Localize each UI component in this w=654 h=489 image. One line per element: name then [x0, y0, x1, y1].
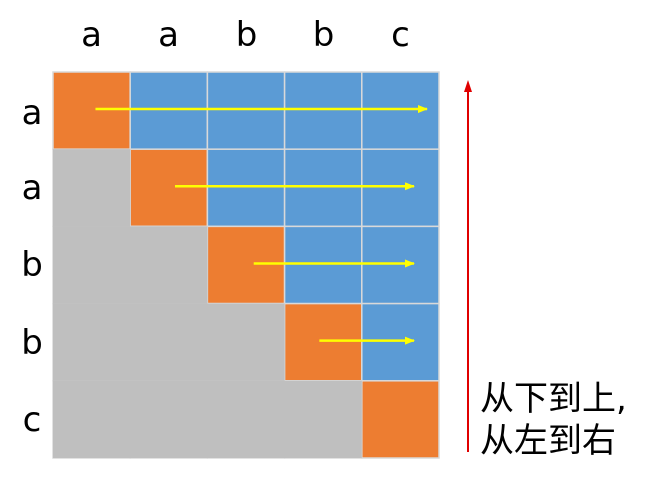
diagonal-cell [361, 380, 440, 459]
row-label: c [22, 400, 42, 440]
row-label: b [21, 245, 43, 285]
row-label: b [21, 323, 43, 363]
diagonal-cell [52, 71, 131, 150]
lower-region [53, 303, 285, 381]
traversal-caption: 从下到上, 从左到右 [480, 378, 627, 462]
upper-cell [283, 148, 363, 228]
lower-region [53, 226, 208, 304]
upper-cell [361, 71, 440, 150]
upper-cell [361, 148, 440, 228]
column-label: a [81, 15, 102, 55]
upper-cell [361, 225, 440, 305]
diagonal-cell [129, 148, 209, 228]
upper-cell [283, 71, 363, 150]
diagonal-cell [206, 225, 286, 305]
row-label: a [21, 168, 43, 208]
upper-cell [129, 71, 209, 150]
upper-cell [361, 302, 440, 382]
caption-line-2: 从左到右 [480, 421, 616, 461]
column-label: a [158, 15, 179, 55]
column-label: b [312, 15, 335, 55]
column-label: c [391, 15, 410, 55]
diagonal-cell [283, 302, 363, 382]
caption-line-1: 从下到上, [480, 379, 627, 419]
vertical-arrow-head [464, 80, 472, 92]
upper-cell [206, 148, 286, 228]
lower-region [53, 149, 131, 227]
upper-cell [206, 71, 286, 150]
lower-region [53, 380, 362, 458]
row-label: a [21, 93, 43, 133]
column-label: b [235, 15, 258, 55]
upper-cell [283, 225, 363, 305]
